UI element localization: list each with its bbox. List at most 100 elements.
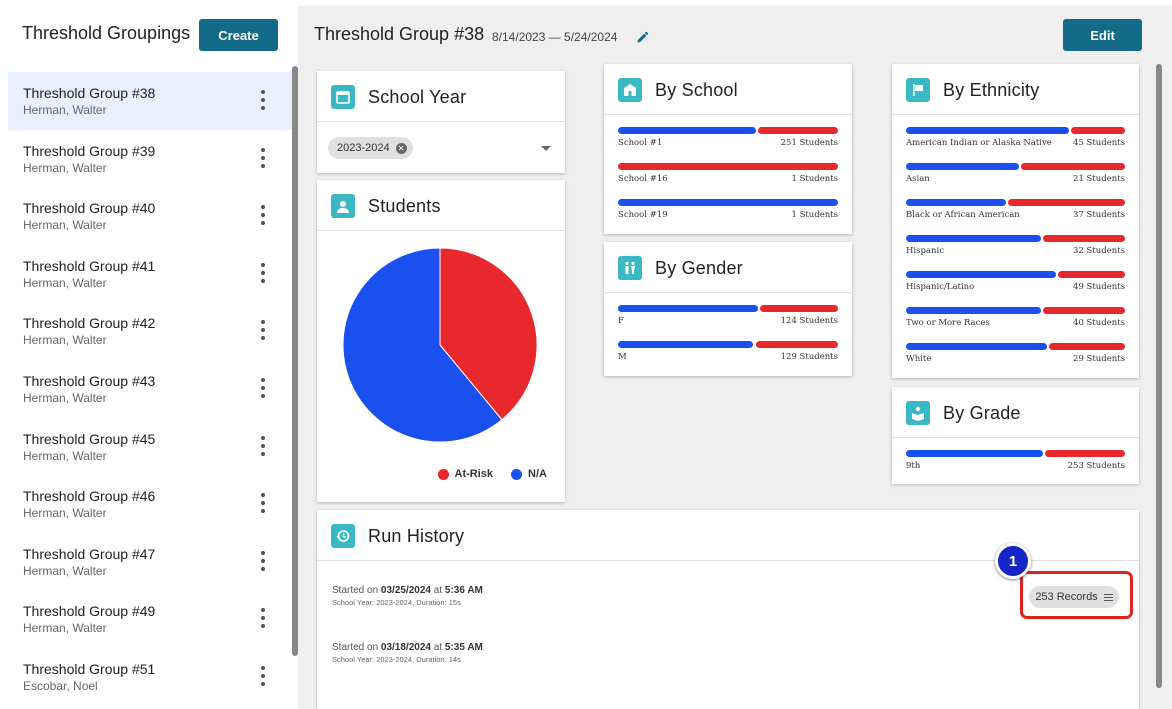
more-options-icon[interactable]: [260, 608, 266, 629]
bar-row: M 129 Students: [604, 335, 852, 371]
gender-icon: [618, 256, 642, 280]
bar-segment-na: [618, 127, 756, 134]
run-entry[interactable]: Started on 03/25/2024 at 5:36 AM School …: [332, 585, 483, 607]
highlight-box: [1020, 571, 1133, 619]
callout-badge: 1: [995, 543, 1031, 579]
bar-label: Hispanic: [906, 246, 944, 256]
bar-track: [906, 127, 1125, 134]
more-options-icon[interactable]: [260, 262, 266, 283]
bar-segment-na: [618, 341, 754, 348]
sidebar-item[interactable]: Threshold Group #47 Herman, Walter: [8, 533, 292, 591]
more-options-icon[interactable]: [260, 435, 266, 456]
sidebar-item[interactable]: Threshold Group #43 Herman, Walter: [8, 360, 292, 418]
card-title: By Grade: [943, 403, 1021, 423]
sidebar-item-name: Threshold Group #51: [23, 660, 156, 677]
bar-count: 124 Students: [780, 316, 838, 326]
sidebar-header: Threshold Groupings Create: [0, 0, 298, 66]
bar-track: [906, 343, 1125, 350]
by-ethnicity-card: By Ethnicity American Indian or Alaska N…: [892, 64, 1139, 378]
school-icon: [618, 78, 642, 102]
bar-track: [906, 450, 1125, 457]
by-gender-card: By Gender F 124 Students M 129 Students: [604, 242, 852, 376]
more-options-icon[interactable]: [260, 320, 266, 341]
bar-count: 49 Students: [1073, 282, 1125, 292]
pie-slice-at-risk[interactable]: [439, 247, 538, 421]
bar-label: School #16: [618, 174, 668, 184]
pie-slice-na[interactable]: [342, 247, 503, 443]
more-options-icon[interactable]: [260, 550, 266, 571]
bar-row: Asian 21 Students: [892, 157, 1139, 193]
more-options-icon[interactable]: [260, 205, 266, 226]
bar-label: White: [906, 354, 932, 364]
bar-segment-at-risk: [759, 305, 838, 312]
bar-row: Hispanic/Latino 49 Students: [892, 265, 1139, 301]
sidebar-item-owner: Herman, Walter: [23, 218, 107, 233]
sidebar-item[interactable]: Threshold Group #49 Herman, Walter: [8, 590, 292, 648]
card-title: By Gender: [655, 258, 743, 278]
more-options-icon[interactable]: [260, 493, 266, 514]
sidebar-item-name: Threshold Group #49: [23, 603, 156, 620]
sidebar-item[interactable]: Threshold Group #51 Escobar, Noel: [8, 648, 292, 706]
bar-track: [906, 235, 1125, 242]
sidebar-item[interactable]: Threshold Group #42 Herman, Walter: [8, 302, 292, 360]
card-title: By Ethnicity: [943, 80, 1040, 100]
legend-item-at-risk[interactable]: At-Risk: [437, 468, 494, 480]
bar-count: 1 Students: [791, 210, 838, 220]
sidebar-item-name: Threshold Group #39: [23, 142, 156, 159]
bar-row: Hispanic 32 Students: [892, 229, 1139, 265]
sidebar-item[interactable]: Threshold Group #45 Herman, Walter: [8, 418, 292, 476]
run-details: School Year: 2023-2024, Duration: 15s: [332, 598, 461, 607]
school-year-chip[interactable]: 2023-2024 ✕: [328, 137, 413, 159]
book-reader-icon: [906, 401, 930, 425]
flag-icon: [906, 78, 930, 102]
records-button[interactable]: 253 Records: [1029, 586, 1119, 608]
sidebar-item[interactable]: Threshold Group #40 Herman, Walter: [8, 187, 292, 245]
school-year-select[interactable]: 2023-2024 ✕: [317, 122, 565, 172]
bar-label: Hispanic/Latino: [906, 282, 975, 292]
bar-segment-at-risk: [1042, 307, 1125, 314]
bar-segment-na: [618, 199, 838, 206]
more-options-icon[interactable]: [260, 665, 266, 686]
sidebar-item[interactable]: Threshold Group #41 Herman, Walter: [8, 245, 292, 303]
bar-row: School #16 1 Students: [604, 157, 852, 193]
sidebar-item-owner: Herman, Walter: [23, 275, 107, 290]
sidebar-item-owner: Herman, Walter: [23, 333, 107, 348]
bar-track: [618, 163, 838, 170]
bar-row: Two or More Races 40 Students: [892, 301, 1139, 337]
bar-row: American Indian or Alaska Native 45 Stude…: [892, 121, 1139, 157]
calendar-icon: [331, 85, 355, 109]
bar-segment-at-risk: [757, 127, 838, 134]
more-options-icon[interactable]: [260, 90, 266, 110]
main-panel: Threshold Group #38 8/14/2023 — 5/24/202…: [298, 6, 1172, 709]
bar-track: [618, 305, 838, 312]
sidebar-item-owner: Herman, Walter: [23, 160, 107, 175]
legend-label: At-Risk: [454, 468, 494, 480]
legend-item-na[interactable]: N/A: [511, 468, 547, 480]
more-options-icon[interactable]: [260, 147, 266, 168]
sidebar-item[interactable]: Threshold Group #46 Herman, Walter: [8, 475, 292, 533]
create-button[interactable]: Create: [199, 19, 278, 51]
pencil-icon[interactable]: [636, 30, 650, 44]
remove-chip-icon[interactable]: ✕: [395, 142, 407, 154]
sidebar-item[interactable]: Threshold Group #39 Herman, Walter: [8, 130, 292, 188]
run-entry[interactable]: Started on 03/18/2024 at 5:35 AM School …: [332, 642, 483, 664]
edit-button[interactable]: Edit: [1063, 19, 1142, 51]
sidebar-item-owner: Herman, Walter: [23, 448, 107, 463]
bar-label: Two or More Races: [906, 318, 990, 328]
card-header: Run History: [317, 510, 1139, 561]
more-options-icon[interactable]: [260, 377, 266, 398]
by-gender-rows: F 124 Students M 129 Students: [604, 293, 852, 371]
dropdown-arrow-icon[interactable]: [541, 146, 551, 151]
sidebar-item[interactable]: Threshold Group #38 Herman, Walter: [8, 72, 292, 130]
card-title: School Year: [368, 87, 467, 107]
card-header: By Grade: [892, 387, 1139, 438]
bar-label: F: [618, 316, 624, 326]
by-school-card: By School School #1 251 Students School #1…: [604, 64, 852, 234]
bar-segment-na: [906, 127, 1070, 134]
card-header: By School: [604, 64, 852, 115]
bar-track: [618, 199, 838, 206]
legend-dot-at-risk: [437, 468, 449, 480]
records-label: 253 Records: [1035, 591, 1098, 603]
sidebar-scrollbar[interactable]: [292, 66, 298, 656]
main-scrollbar[interactable]: [1156, 64, 1162, 688]
